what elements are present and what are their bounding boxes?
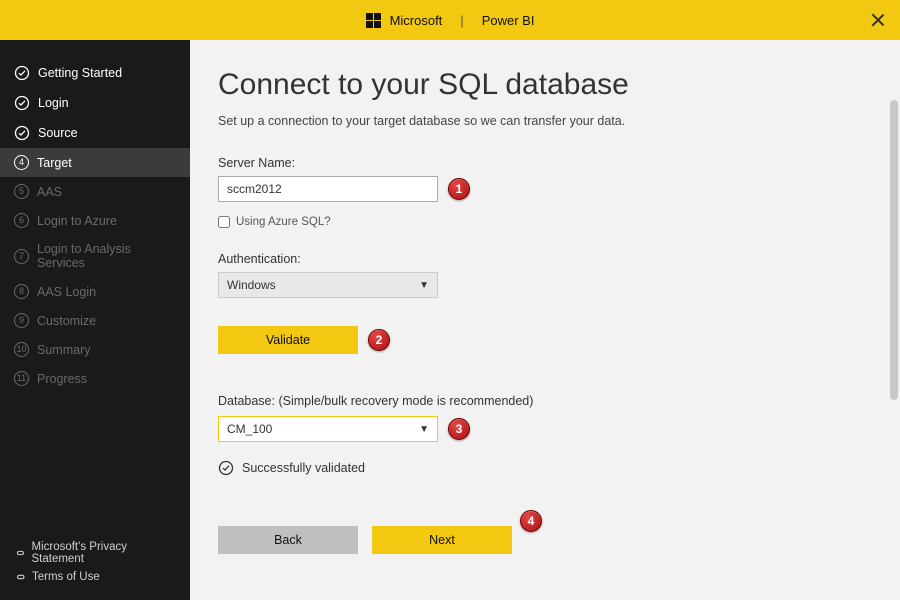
check-icon	[14, 95, 30, 111]
step-customize[interactable]: 9 Customize	[0, 306, 190, 335]
chevron-down-icon: ▼	[419, 424, 429, 435]
step-label: Progress	[37, 372, 87, 386]
database-value: CM_100	[227, 422, 272, 436]
terms-label: Terms of Use	[32, 571, 100, 583]
link-icon	[14, 547, 25, 559]
close-button[interactable]	[870, 12, 886, 28]
privacy-label: Microsoft's Privacy Statement	[31, 541, 176, 565]
callout-1: 1	[448, 178, 470, 200]
validate-button[interactable]: Validate	[218, 326, 358, 354]
step-number-icon: 10	[14, 342, 29, 357]
step-aas[interactable]: 5 AAS	[0, 177, 190, 206]
sidebar: Getting Started Login Source 4 Ta	[0, 40, 190, 600]
title-bar: Microsoft | Power BI	[0, 0, 900, 40]
auth-label: Authentication:	[218, 252, 872, 266]
azure-sql-checkbox[interactable]	[218, 216, 230, 228]
step-number-icon: 5	[14, 184, 29, 199]
step-label: Login	[38, 96, 69, 110]
validation-status: Successfully validated	[218, 460, 872, 476]
step-login-azure[interactable]: 6 Login to Azure	[0, 206, 190, 235]
step-progress[interactable]: 11 Progress	[0, 364, 190, 393]
brand-right: Power BI	[482, 13, 535, 28]
chevron-down-icon: ▼	[419, 280, 429, 291]
database-select[interactable]: CM_100 ▼	[218, 416, 438, 442]
step-target[interactable]: 4 Target	[0, 148, 190, 177]
server-label: Server Name:	[218, 156, 872, 170]
auth-select[interactable]: Windows ▼	[218, 272, 438, 298]
callout-4: 4	[520, 510, 542, 532]
step-source[interactable]: Source	[0, 118, 190, 148]
brand-separator: |	[450, 13, 473, 28]
microsoft-logo-icon	[366, 12, 382, 28]
step-label: AAS Login	[37, 285, 96, 299]
step-label: Source	[38, 126, 78, 140]
step-label: Getting Started	[38, 66, 122, 80]
server-name-input[interactable]	[218, 176, 438, 202]
step-label: Customize	[37, 314, 96, 328]
step-label: AAS	[37, 185, 62, 199]
back-button[interactable]: Back	[218, 526, 358, 554]
step-getting-started[interactable]: Getting Started	[0, 58, 190, 88]
scrollbar[interactable]	[890, 100, 898, 400]
step-number-icon: 8	[14, 284, 29, 299]
check-icon	[218, 460, 234, 476]
callout-3: 3	[448, 418, 470, 440]
check-icon	[14, 125, 30, 141]
step-aas-login[interactable]: 8 AAS Login	[0, 277, 190, 306]
app-window: Microsoft | Power BI Getting Started	[0, 0, 900, 600]
validation-text: Successfully validated	[242, 461, 365, 475]
step-label: Target	[37, 156, 72, 170]
body: Getting Started Login Source 4 Ta	[0, 40, 900, 600]
step-login[interactable]: Login	[0, 88, 190, 118]
step-list: Getting Started Login Source 4 Ta	[0, 58, 190, 528]
step-number-icon: 6	[14, 213, 29, 228]
sidebar-footer: Microsoft's Privacy Statement Terms of U…	[0, 528, 190, 600]
main-content: Connect to your SQL database Set up a co…	[190, 40, 900, 600]
database-label: Database: (Simple/bulk recovery mode is …	[218, 394, 872, 408]
next-button[interactable]: Next	[372, 526, 512, 554]
brand-left: Microsoft	[390, 13, 443, 28]
terms-link[interactable]: Terms of Use	[14, 568, 176, 586]
auth-value: Windows	[227, 278, 276, 292]
step-label: Login to Analysis Services	[37, 242, 176, 270]
azure-sql-label: Using Azure SQL?	[236, 216, 331, 228]
main-panel: Connect to your SQL database Set up a co…	[190, 40, 900, 600]
brand: Microsoft | Power BI	[366, 12, 535, 28]
step-login-analysis[interactable]: 7 Login to Analysis Services	[0, 235, 190, 277]
page-subtitle: Set up a connection to your target datab…	[218, 114, 872, 128]
step-number-icon: 11	[14, 371, 29, 386]
check-icon	[14, 65, 30, 81]
callout-2: 2	[368, 329, 390, 351]
step-label: Login to Azure	[37, 214, 117, 228]
step-number-icon: 7	[14, 249, 29, 264]
step-summary[interactable]: 10 Summary	[0, 335, 190, 364]
step-number-icon: 4	[14, 155, 29, 170]
link-icon	[14, 571, 26, 583]
privacy-link[interactable]: Microsoft's Privacy Statement	[14, 538, 176, 568]
step-number-icon: 9	[14, 313, 29, 328]
step-label: Summary	[37, 343, 90, 357]
page-title: Connect to your SQL database	[218, 68, 872, 102]
